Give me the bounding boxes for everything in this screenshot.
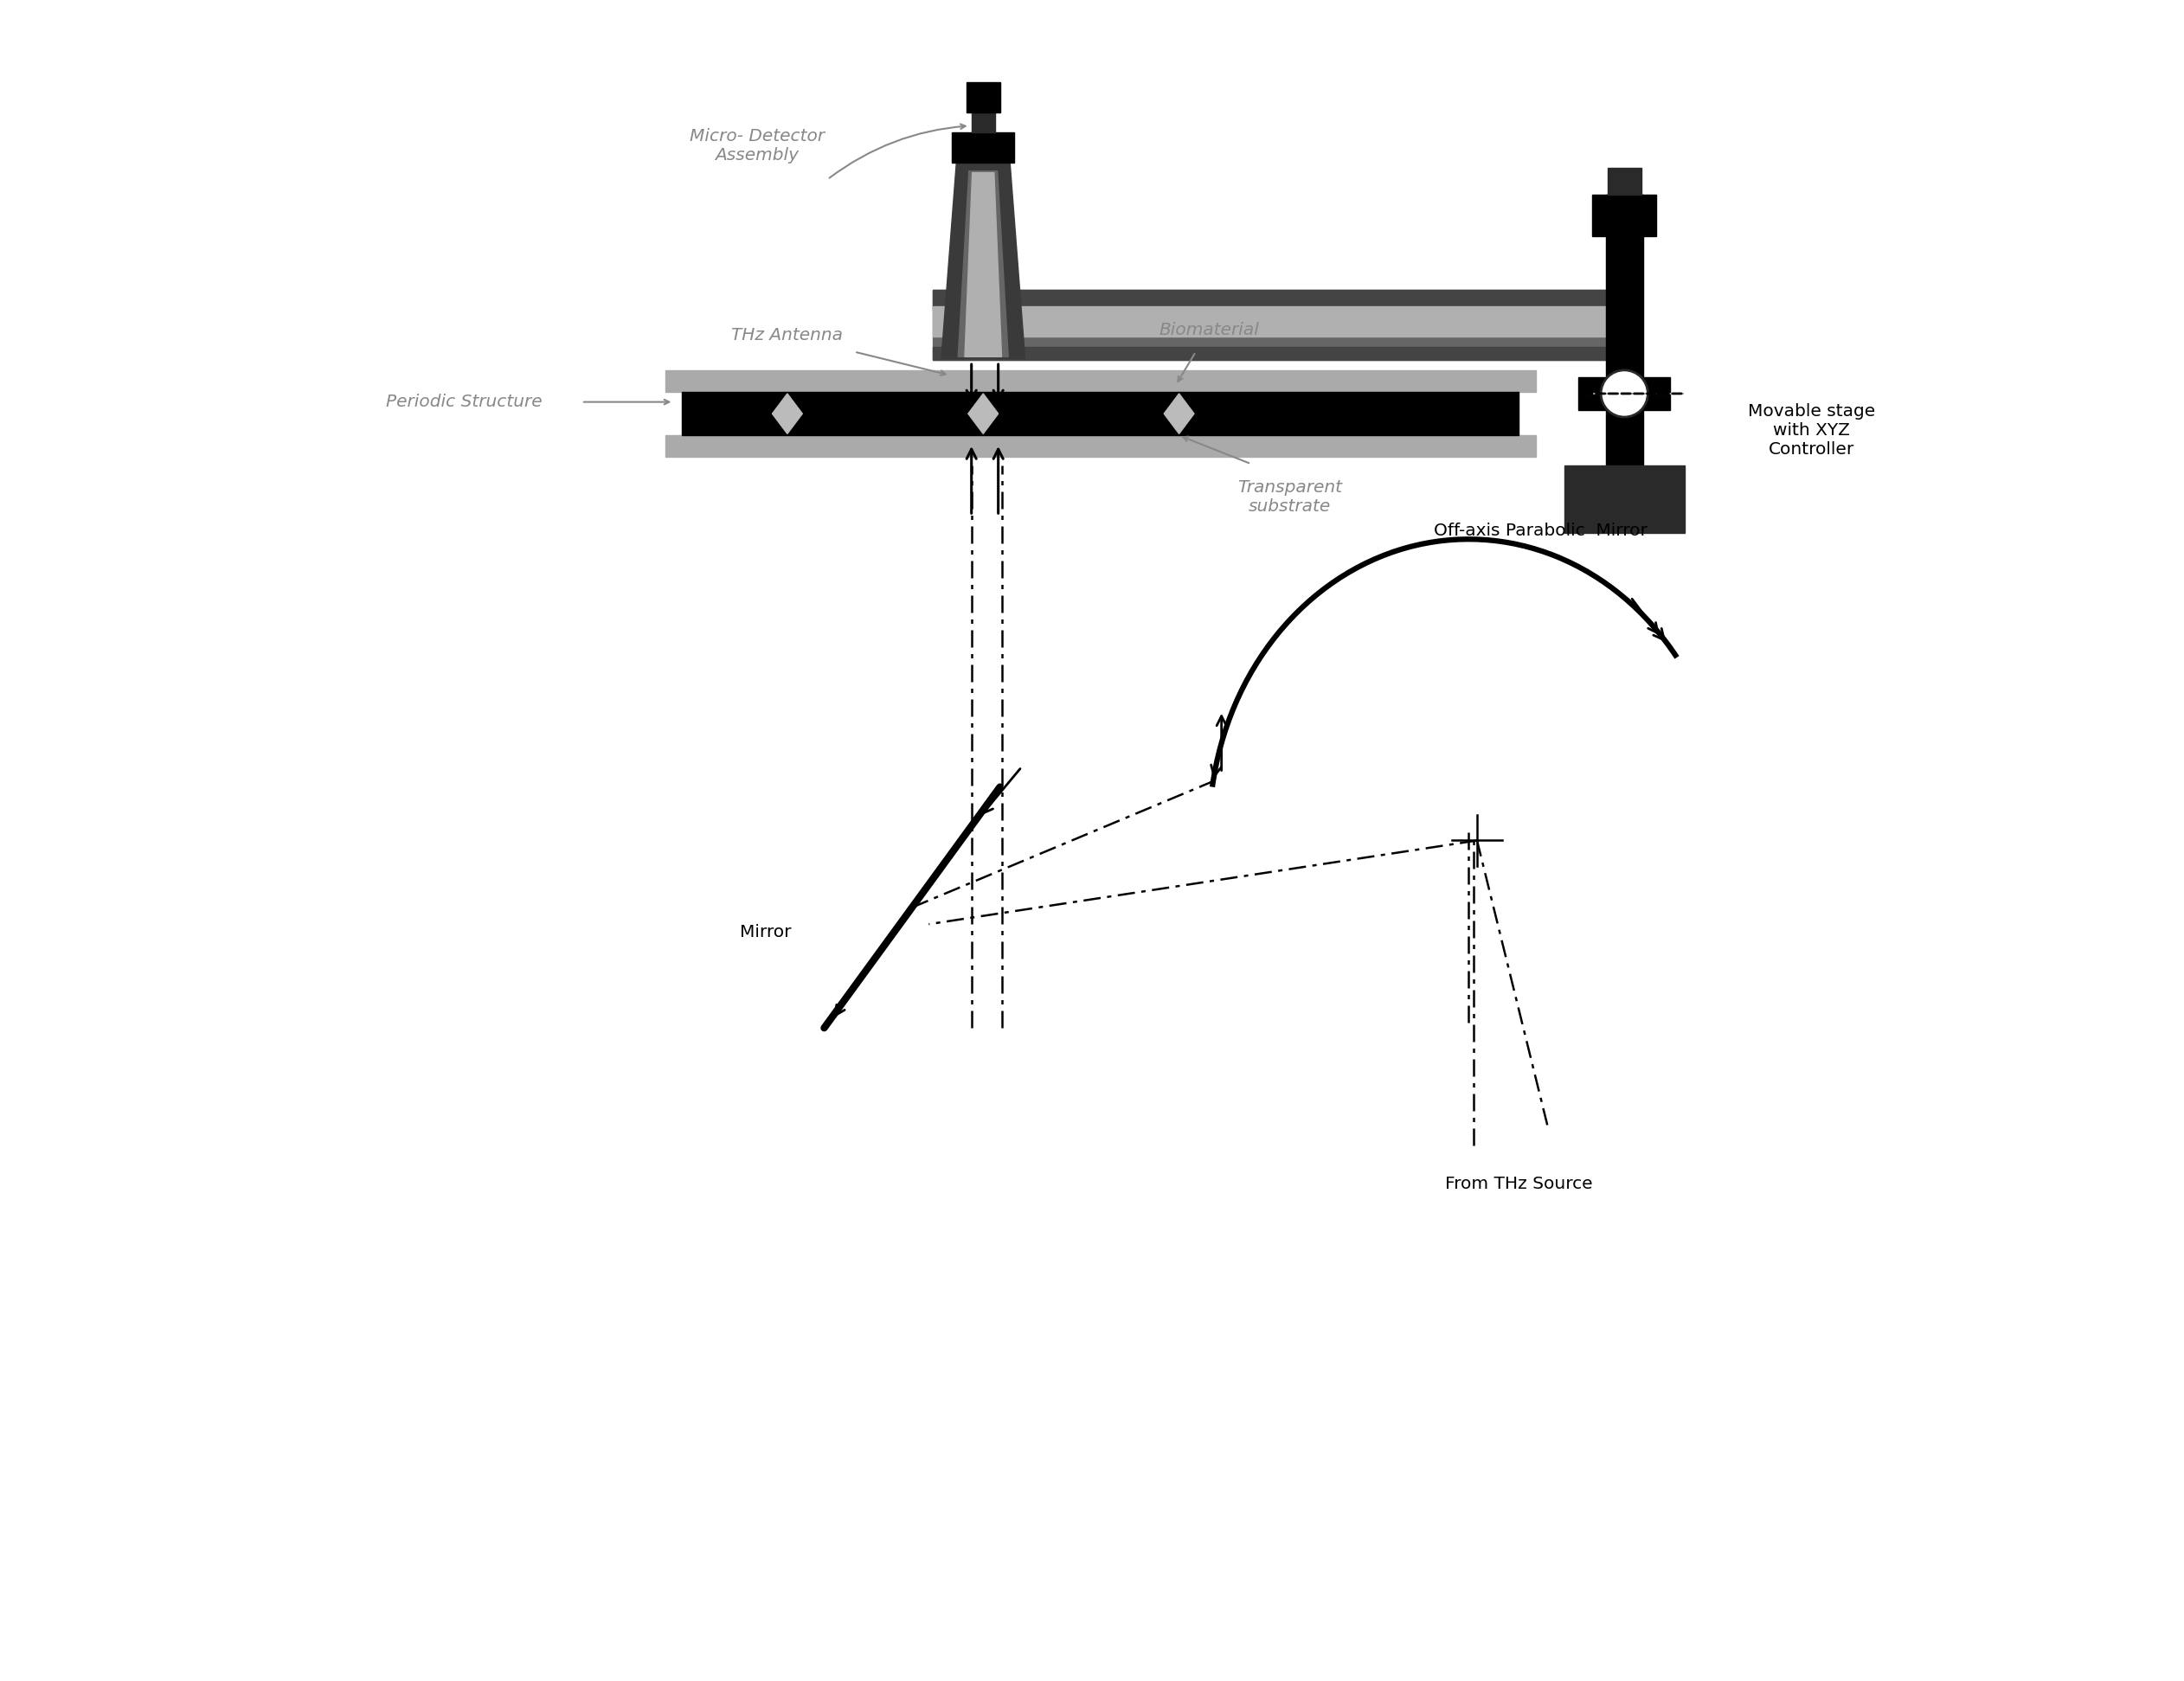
Bar (666, 370, 1535, 392)
Bar (952, 133, 1013, 163)
Bar (1579, 377, 1671, 410)
Bar (1592, 195, 1655, 237)
Bar (933, 346, 1612, 360)
Polygon shape (773, 414, 802, 434)
Circle shape (1601, 370, 1647, 417)
Text: Mirror: Mirror (740, 925, 791, 941)
Bar (968, 82, 1000, 113)
Polygon shape (968, 414, 998, 434)
Text: Biomaterial: Biomaterial (1160, 321, 1260, 338)
Text: Movable stage
with XYZ
Controller: Movable stage with XYZ Controller (1747, 403, 1876, 457)
Text: Off-axis Parabolic  Mirror: Off-axis Parabolic Mirror (1435, 523, 1647, 540)
Polygon shape (941, 163, 1024, 358)
Bar (933, 306, 1612, 336)
Bar (681, 392, 1518, 435)
Polygon shape (968, 393, 998, 414)
Text: Micro- Detector
Assembly: Micro- Detector Assembly (690, 128, 826, 163)
Bar (666, 435, 1535, 457)
Polygon shape (773, 393, 802, 414)
Polygon shape (959, 171, 1009, 356)
Polygon shape (1164, 393, 1195, 414)
Text: THz Antenna: THz Antenna (732, 326, 843, 343)
Text: Periodic Structure: Periodic Structure (387, 393, 542, 410)
Bar (972, 113, 996, 133)
Text: Transparent
substrate: Transparent substrate (1236, 479, 1341, 514)
Polygon shape (1164, 414, 1195, 434)
Text: From THz Source: From THz Source (1446, 1175, 1592, 1192)
Bar (1607, 168, 1640, 195)
Bar (1605, 195, 1642, 466)
Polygon shape (965, 173, 1002, 356)
Bar (1564, 466, 1684, 533)
Bar (933, 289, 1612, 360)
Bar (933, 289, 1612, 309)
